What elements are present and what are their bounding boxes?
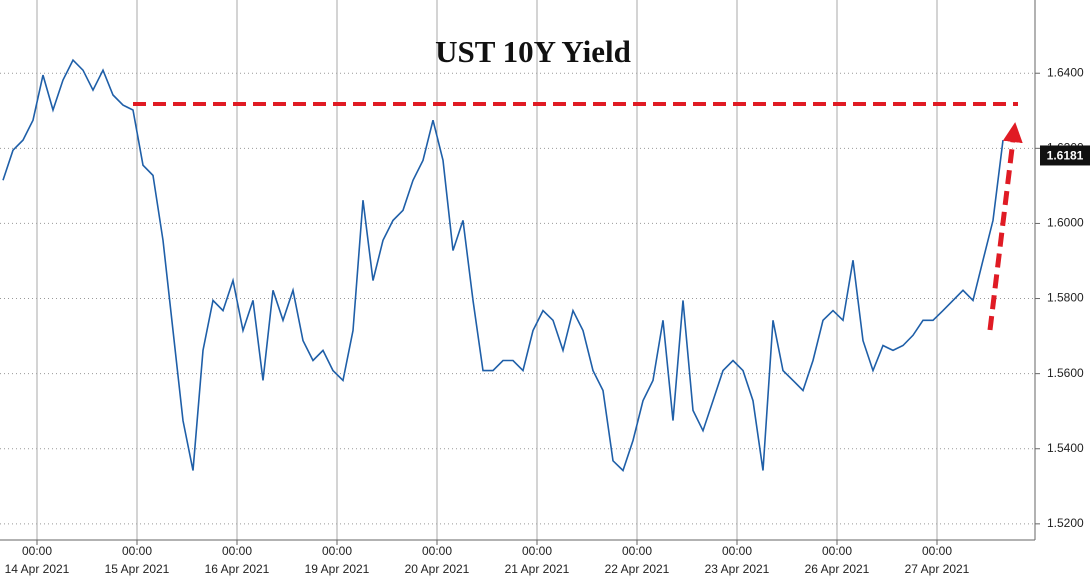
x-tick-time: 00:00 <box>722 544 752 558</box>
x-tick-label: 16 Apr 2021 <box>205 562 270 576</box>
x-tick-time: 00:00 <box>222 544 252 558</box>
x-tick-time: 00:00 <box>422 544 452 558</box>
x-tick-label: 14 Apr 2021 <box>5 562 70 576</box>
x-tick-time: 00:00 <box>522 544 552 558</box>
y-tick-label: 1.5800 <box>1047 291 1084 305</box>
plot <box>2 58 1004 472</box>
x-tick-time: 00:00 <box>822 544 852 558</box>
y-tick-label: 1.5200 <box>1047 516 1084 530</box>
x-tick-label: 22 Apr 2021 <box>605 562 670 576</box>
trend-arrow <box>987 122 1023 331</box>
price-line <box>2 58 1004 472</box>
y-tick-label: 1.6000 <box>1047 216 1084 230</box>
x-tick-time: 00:00 <box>922 544 952 558</box>
x-tick-time: 00:00 <box>622 544 652 558</box>
y-tick-label: 1.5400 <box>1047 441 1084 455</box>
x-tick-time: 00:00 <box>122 544 152 558</box>
chart-title: UST 10Y Yield <box>435 34 631 69</box>
x-tick-label: 19 Apr 2021 <box>305 562 370 576</box>
x-tick-label: 21 Apr 2021 <box>505 562 570 576</box>
y-tick-label: 1.5600 <box>1047 366 1084 380</box>
x-tick-label: 23 Apr 2021 <box>705 562 770 576</box>
last-value-box <box>1040 145 1090 166</box>
grid <box>0 0 1035 540</box>
x-tick-time: 00:00 <box>322 544 352 558</box>
x-tick-label: 20 Apr 2021 <box>405 562 470 576</box>
x-tick-label: 27 Apr 2021 <box>905 562 970 576</box>
y-tick-label: 1.6400 <box>1047 65 1084 79</box>
last-value-label: 1.6181 <box>1047 149 1084 163</box>
x-tick-time: 00:00 <box>22 544 52 558</box>
x-tick-label: 15 Apr 2021 <box>105 562 170 576</box>
x-tick-label: 26 Apr 2021 <box>805 562 870 576</box>
